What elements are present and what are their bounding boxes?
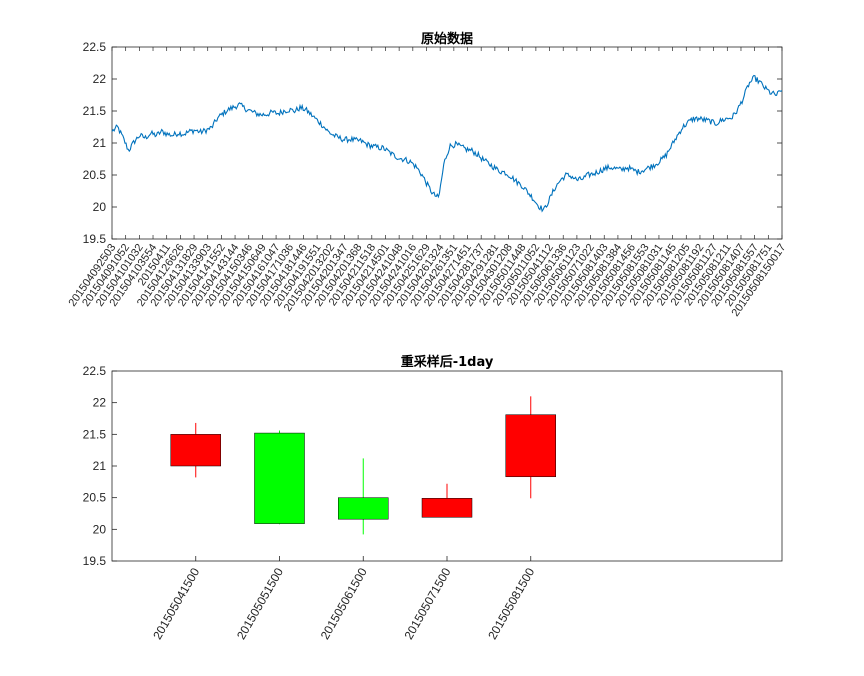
resampled-x-tick-label: 201505061500: [318, 565, 370, 642]
raw-y-tick-label: 22: [93, 72, 107, 86]
candle-body: [338, 497, 389, 520]
resampled-x-tick-label: 201505081500: [485, 565, 537, 642]
resampled-y-tick-label: 22.5: [83, 364, 107, 378]
candle-body: [254, 432, 305, 524]
candle-body: [505, 414, 556, 478]
candle-body: [421, 498, 473, 518]
raw-price-series-line: [111, 74, 783, 213]
raw-y-tick-label: 22.5: [83, 40, 107, 54]
raw-y-tick-label: 21.5: [83, 104, 107, 118]
raw-data-plot-area: [111, 46, 783, 240]
resampled-x-tick-label: 201505041500: [150, 565, 202, 642]
resampled-x-tick-label: 201505071500: [401, 565, 453, 642]
raw-y-tick-label: 19.5: [83, 232, 107, 246]
resampled-y-tick-label: 19.5: [83, 554, 107, 568]
raw-data-title: 原始数据: [421, 31, 473, 47]
resampled-y-tick-label: 21.5: [83, 427, 107, 441]
raw-y-tick-label: 20: [93, 200, 107, 214]
resampled-y-tick-label: 21: [93, 459, 107, 473]
resampled-x-tick-label: 201505051500: [234, 565, 286, 642]
raw-y-tick-label: 20.5: [83, 168, 107, 182]
resampled-plot-area: [111, 370, 783, 562]
resampled-y-tick-label: 20: [93, 522, 107, 536]
resampled-y-tick-label: 22: [93, 396, 107, 410]
resampled-title: 重采样后-1day: [401, 354, 494, 370]
candle-body: [170, 434, 221, 467]
resampled-1day-axes: 重采样后-1day 19.5 20 20.5 21 21.5 22 22.5 2015050…: [83, 354, 783, 642]
resampled-y-tick-label: 20.5: [83, 491, 107, 505]
raw-y-tick-label: 21: [93, 136, 107, 150]
